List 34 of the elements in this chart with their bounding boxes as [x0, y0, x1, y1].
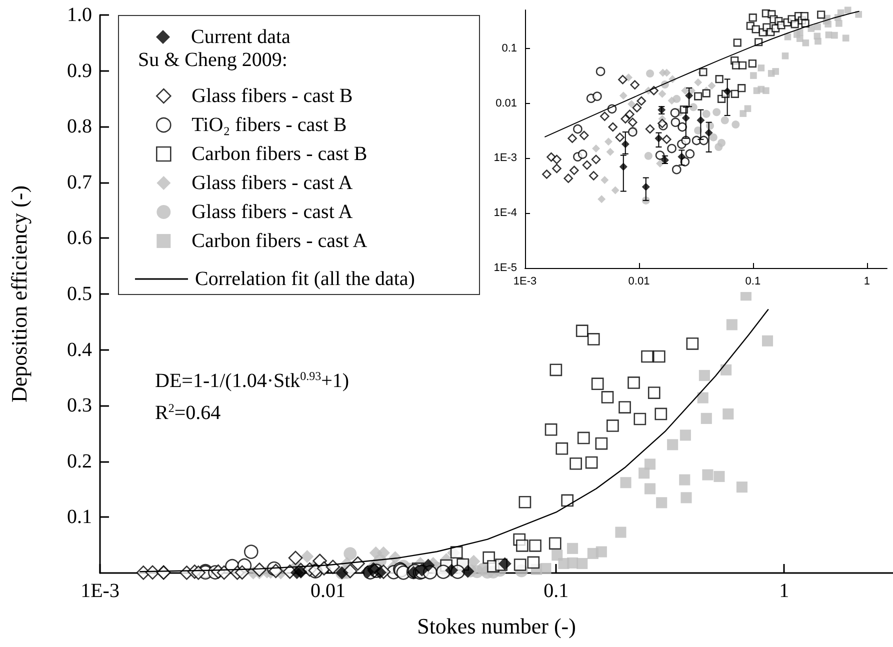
- legend-label: Glass fibers - cast A: [192, 201, 354, 223]
- x-tick-label: 0.1: [745, 276, 761, 288]
- x-tick-label: 1E-3: [513, 276, 537, 288]
- x-tick-label: 1: [779, 580, 790, 602]
- y-tick-label: 0.4: [67, 338, 92, 361]
- legend-label: Glass fibers - cast A: [192, 172, 354, 194]
- y-tick-label: 0.1: [67, 506, 92, 528]
- y-tick-label: 0.01: [496, 97, 517, 110]
- y-tick-label: 1.0: [67, 4, 92, 26]
- x-tick-label: 1: [864, 276, 870, 288]
- y-tick-label: 0.3: [67, 394, 92, 417]
- y-tick-label: 0.1: [502, 42, 517, 54]
- legend-label: Correlation fit (all the data): [195, 268, 415, 290]
- y-tick-label: 0.8: [67, 116, 92, 138]
- y-tick-label: 0.2: [67, 450, 92, 472]
- y-tick-label: 1E-5: [494, 262, 517, 274]
- x-tick-label: 0.01: [628, 276, 650, 288]
- legend-label: Glass fibers - cast B: [192, 85, 353, 107]
- legend-label: Carbon fibers - cast A: [192, 230, 368, 252]
- y-tick-label: 1E-4: [494, 207, 517, 220]
- x-tick-label: 0.01: [310, 580, 346, 602]
- y-tick-label: 0.6: [67, 227, 92, 250]
- y-tick-label: 0.9: [67, 60, 92, 82]
- y-tick-label: 1E-3: [494, 152, 517, 164]
- x-tick-label: 0.1: [544, 580, 569, 602]
- y-tick-label: 0.5: [67, 283, 92, 305]
- y-tick-label: 0.7: [67, 171, 92, 194]
- legend-label: Current data: [191, 26, 291, 48]
- y-axis-title: Deposition efficiency (-): [6, 185, 32, 403]
- x-tick-label: 1E-3: [80, 580, 120, 602]
- x-axis-title: Stokes number (-): [417, 614, 576, 638]
- legend-label: TiO₂ fibers - cast B: [192, 114, 347, 136]
- legend-title: Su & Cheng 2009:: [138, 49, 288, 71]
- legend-label: Carbon fibers - cast B: [192, 143, 368, 165]
